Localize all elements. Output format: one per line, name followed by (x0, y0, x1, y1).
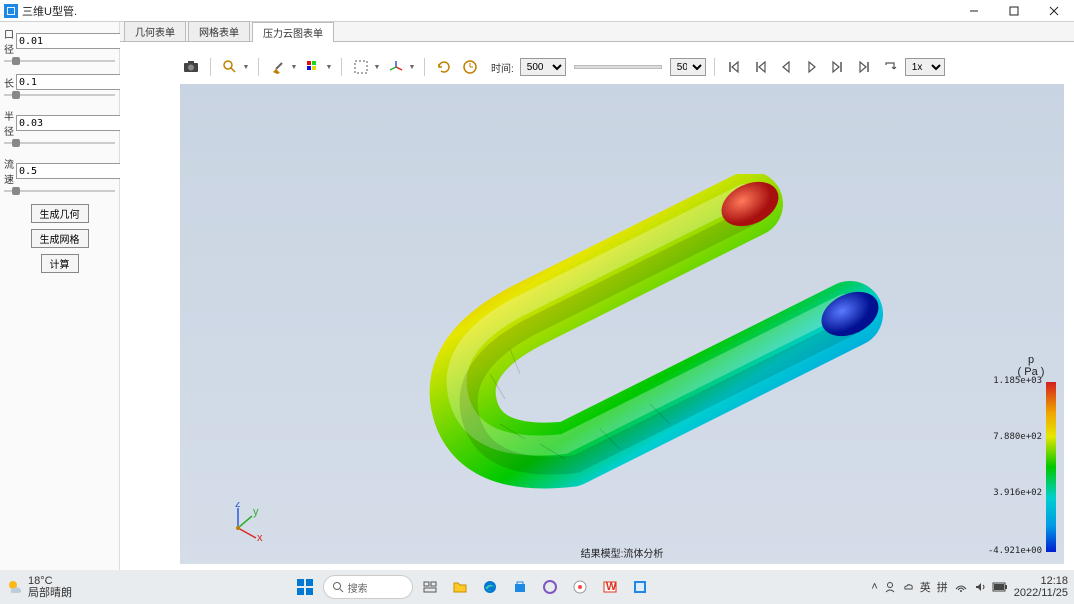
prev-frame-icon[interactable] (749, 56, 771, 78)
tray-cloud-icon[interactable] (902, 581, 914, 593)
refresh-icon[interactable] (433, 56, 455, 78)
task-view-icon[interactable] (417, 574, 443, 600)
weather-sun-icon (6, 578, 24, 596)
wps-icon[interactable]: W (597, 574, 623, 600)
battery-icon[interactable] (992, 582, 1008, 592)
search-icon (332, 581, 344, 593)
clock-icon[interactable] (459, 56, 481, 78)
viewport-3d[interactable]: z x y 结果模型:流体分析 p( Pa ) 1.185e+037.880e+… (180, 84, 1064, 564)
clock[interactable]: 12:18 2022/11/25 (1014, 575, 1068, 599)
diameter-label: 口径 (4, 26, 16, 56)
length-label: 长 (4, 75, 16, 90)
compute-button[interactable]: 计算 (41, 254, 79, 273)
window-title: 三维U型管. (22, 3, 77, 19)
svg-text:y: y (253, 506, 259, 518)
parameter-panel: 口径 长 半径 流速 生成几何 生成网格 计算 (0, 22, 120, 570)
svg-text:W: W (606, 581, 617, 593)
right-area: 几何表单 网格表单 压力云图表单 ▼ ▼ ▼ ▼ ▼ (120, 22, 1074, 570)
diameter-slider[interactable] (4, 58, 115, 64)
axes-dropdown-icon[interactable]: ▼ (408, 64, 416, 71)
titlebar: 三维U型管. (0, 0, 1074, 22)
play-icon[interactable] (801, 56, 823, 78)
time-slider[interactable] (574, 65, 662, 69)
app-icon (4, 4, 18, 18)
colorbar-strip (1046, 382, 1056, 552)
colorbar-title: p( Pa ) (1006, 354, 1056, 378)
colorbar-tick-label: 3.916e+02 (993, 488, 1042, 498)
colorbar-tick-label: -4.921e+00 (988, 546, 1042, 556)
axis-triad-icon: z x y (222, 502, 264, 544)
speed-select[interactable]: 1x (905, 58, 945, 76)
system-tray: ˄ 英 拼 12:18 2022/11/25 (871, 575, 1068, 599)
frame-select[interactable]: 50 (670, 58, 706, 76)
taskbar-center: 搜索 W (72, 573, 871, 601)
app2-icon[interactable] (567, 574, 593, 600)
tab-geometry[interactable]: 几何表单 (124, 21, 186, 41)
weather-widget[interactable]: 18°C 局部晴朗 (6, 575, 72, 599)
current-app-icon[interactable] (627, 574, 653, 600)
search-placeholder: 搜索 (348, 580, 368, 595)
ime-lang[interactable]: 英 (920, 579, 931, 595)
store-icon[interactable] (507, 574, 533, 600)
colormap-icon[interactable] (302, 56, 324, 78)
generate-geometry-button[interactable]: 生成几何 (31, 204, 89, 223)
velocity-label: 流速 (4, 156, 16, 186)
app1-icon[interactable] (537, 574, 563, 600)
maximize-button[interactable] (994, 0, 1034, 22)
svg-text:z: z (235, 502, 241, 510)
loop-icon[interactable] (879, 56, 901, 78)
zoom-dropdown-icon[interactable]: ▼ (242, 64, 250, 71)
start-button[interactable] (291, 573, 319, 601)
radius-slider[interactable] (4, 140, 115, 146)
colorbar-tick-label: 1.185e+03 (993, 376, 1042, 386)
skip-first-icon[interactable] (723, 56, 745, 78)
zoom-icon[interactable] (219, 56, 241, 78)
utube-model (370, 174, 890, 494)
next-frame-icon[interactable] (827, 56, 849, 78)
param-diameter: 口径 (4, 26, 115, 56)
skip-last-icon[interactable] (853, 56, 875, 78)
selection-icon[interactable] (350, 56, 372, 78)
tab-pressure-cloud[interactable]: 压力云图表单 (252, 22, 334, 42)
app-body: 口径 长 半径 流速 生成几何 生成网格 计算 几何表单 网格表单 压力云图表单 (0, 22, 1074, 570)
selection-dropdown-icon[interactable]: ▼ (373, 64, 381, 71)
play-back-icon[interactable] (775, 56, 797, 78)
length-slider[interactable] (4, 92, 115, 98)
tab-row: 几何表单 网格表单 压力云图表单 (120, 22, 1074, 42)
model-caption: 结果模型:流体分析 (180, 545, 1064, 560)
time-select[interactable]: 500 (520, 58, 566, 76)
close-button[interactable] (1034, 0, 1074, 22)
velocity-slider[interactable] (4, 188, 115, 194)
volume-icon[interactable] (974, 581, 986, 593)
viewport-wrap: z x y 结果模型:流体分析 p( Pa ) 1.185e+037.880e+… (120, 84, 1074, 570)
time-label: 时间: (491, 60, 514, 75)
taskbar-search[interactable]: 搜索 (323, 575, 413, 599)
camera-icon[interactable] (180, 56, 202, 78)
taskbar: 18°C 局部晴朗 搜索 W ˄ 英 拼 12:18 2022/11/25 (0, 570, 1074, 604)
ime-mode[interactable]: 拼 (937, 579, 948, 595)
explorer-icon[interactable] (447, 574, 473, 600)
param-length: 长 (4, 74, 115, 90)
weather-text: 18°C 局部晴朗 (28, 575, 72, 599)
tab-mesh[interactable]: 网格表单 (188, 21, 250, 41)
toolbar-wrap: ▼ ▼ ▼ ▼ ▼ 时间: 500 50 (120, 42, 1074, 84)
edge-icon[interactable] (477, 574, 503, 600)
colormap-dropdown-icon[interactable]: ▼ (325, 64, 333, 71)
param-radius: 半径 (4, 108, 115, 138)
brush-dropdown-icon[interactable]: ▼ (290, 64, 298, 71)
colorbar: p( Pa ) 1.185e+037.880e+023.916e+02-4.92… (1006, 354, 1056, 552)
radius-label: 半径 (4, 108, 16, 138)
toolbar: ▼ ▼ ▼ ▼ ▼ 时间: 500 50 (180, 54, 1070, 80)
colorbar-tick-label: 7.880e+02 (993, 432, 1042, 442)
generate-mesh-button[interactable]: 生成网格 (31, 229, 89, 248)
minimize-button[interactable] (954, 0, 994, 22)
tray-chevron-icon[interactable]: ˄ (871, 581, 877, 593)
axes-icon[interactable] (385, 56, 407, 78)
svg-text:x: x (257, 532, 263, 544)
tray-user-icon[interactable] (884, 581, 896, 593)
brush-icon[interactable] (267, 56, 289, 78)
param-velocity: 流速 (4, 156, 115, 186)
wifi-icon[interactable] (954, 581, 968, 593)
